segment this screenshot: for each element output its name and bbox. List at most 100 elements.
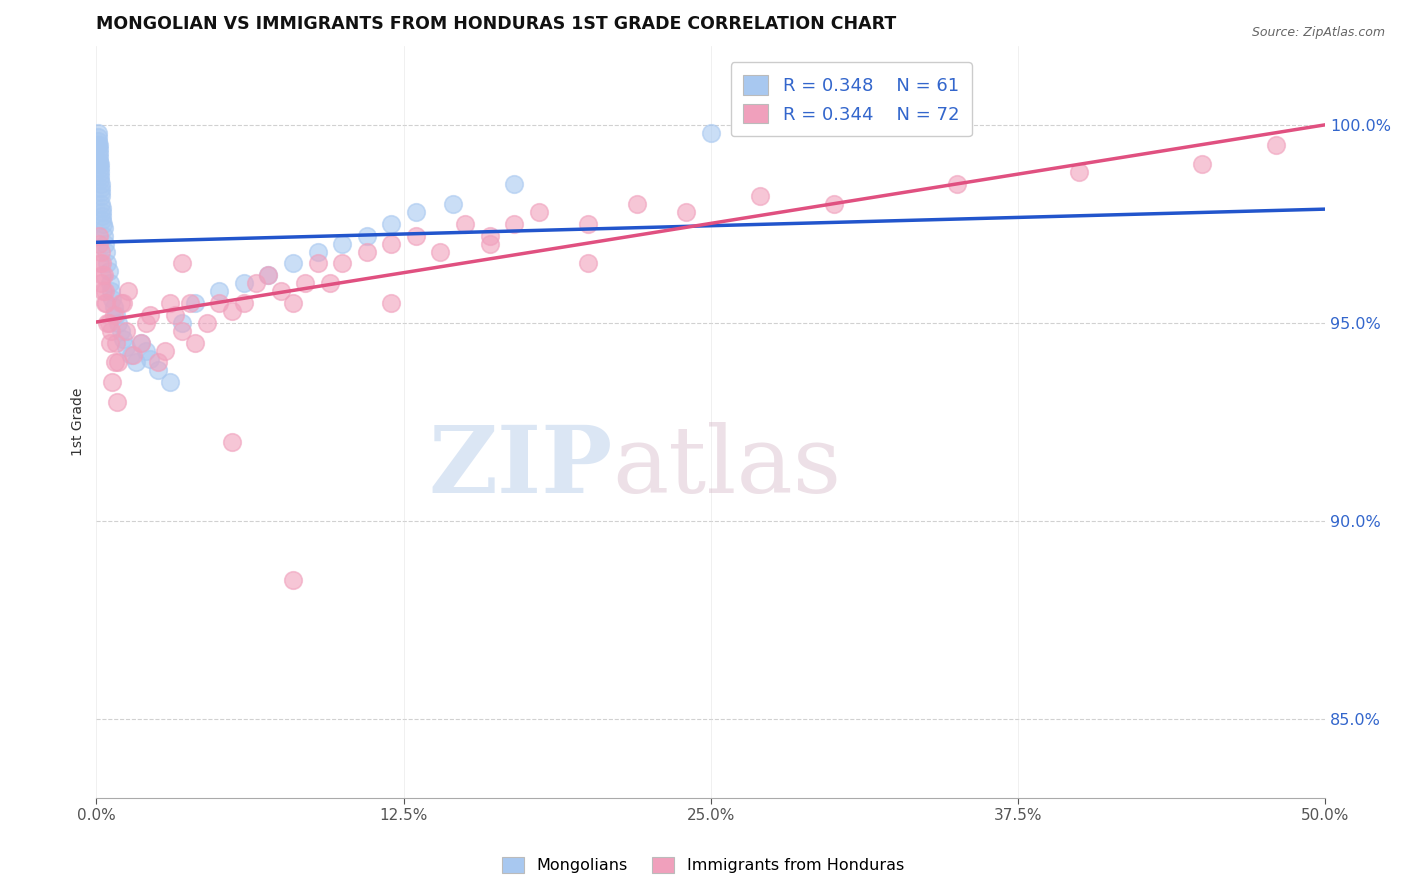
Point <box>112 296 135 310</box>
Point <box>281 296 304 310</box>
Point <box>281 574 304 588</box>
Point <box>294 277 316 291</box>
Point <box>626 197 648 211</box>
Point <box>105 335 128 350</box>
Point <box>112 332 135 346</box>
Point <box>93 228 115 243</box>
Text: atlas: atlas <box>613 422 842 512</box>
Point <box>96 244 118 259</box>
Point <box>823 197 845 211</box>
Text: Source: ZipAtlas.com: Source: ZipAtlas.com <box>1251 26 1385 39</box>
Point <box>90 277 112 291</box>
Point <box>675 205 697 219</box>
Point <box>103 300 125 314</box>
Point <box>104 355 127 369</box>
Point <box>101 376 124 390</box>
Point <box>153 343 176 358</box>
Point <box>208 296 231 310</box>
Point <box>356 244 378 259</box>
Point <box>91 256 114 270</box>
Point <box>91 217 114 231</box>
Point <box>89 178 111 192</box>
Point <box>454 217 477 231</box>
Point <box>576 217 599 231</box>
Point <box>245 277 267 291</box>
Point <box>429 244 451 259</box>
Point <box>98 335 121 350</box>
Point <box>120 347 142 361</box>
Point <box>117 284 139 298</box>
Point <box>183 296 205 310</box>
Point <box>129 335 152 350</box>
Point <box>179 296 201 310</box>
Point <box>89 157 111 171</box>
Point <box>107 355 129 369</box>
Point <box>356 228 378 243</box>
Point <box>89 157 111 171</box>
Point <box>159 296 181 310</box>
Point <box>87 137 110 152</box>
Point <box>270 284 292 298</box>
Point <box>96 316 118 330</box>
Point <box>139 308 162 322</box>
Point <box>380 236 402 251</box>
Point <box>208 284 231 298</box>
Point <box>97 316 120 330</box>
Point <box>96 256 118 270</box>
Point <box>90 181 112 195</box>
Point <box>91 213 114 227</box>
Point <box>94 296 117 310</box>
Point <box>86 126 108 140</box>
Point <box>93 268 115 283</box>
Point <box>107 316 129 330</box>
Point <box>90 189 112 203</box>
Point <box>146 355 169 369</box>
Point <box>380 296 402 310</box>
Point <box>146 363 169 377</box>
Y-axis label: 1st Grade: 1st Grade <box>72 388 86 456</box>
Point <box>90 268 112 283</box>
Point <box>100 284 122 298</box>
Point <box>87 137 110 152</box>
Point <box>93 220 115 235</box>
Point <box>1069 165 1091 179</box>
Point <box>91 284 114 298</box>
Point <box>90 205 112 219</box>
Point <box>87 129 110 144</box>
Point <box>89 165 111 179</box>
Point <box>319 277 342 291</box>
Point <box>232 277 254 291</box>
Point <box>87 145 110 160</box>
Point <box>110 296 132 310</box>
Legend: R = 0.348    N = 61, R = 0.344    N = 72: R = 0.348 N = 61, R = 0.344 N = 72 <box>731 62 972 136</box>
Point <box>87 236 110 251</box>
Point <box>172 324 194 338</box>
Point <box>503 178 526 192</box>
Point <box>134 343 156 358</box>
Point <box>89 153 111 168</box>
Point <box>110 324 132 338</box>
Point <box>330 256 353 270</box>
Point <box>89 161 111 176</box>
Point <box>122 347 145 361</box>
Point <box>100 324 122 338</box>
Point <box>129 335 152 350</box>
Point <box>101 292 124 306</box>
Point <box>91 209 114 223</box>
Point <box>159 376 181 390</box>
Point <box>700 126 723 140</box>
Point <box>576 256 599 270</box>
Point <box>307 244 329 259</box>
Point <box>405 205 427 219</box>
Point <box>89 169 111 184</box>
Point <box>172 316 194 330</box>
Point <box>183 335 205 350</box>
Point <box>748 189 770 203</box>
Point <box>257 268 280 283</box>
Point <box>90 197 112 211</box>
Point <box>172 256 194 270</box>
Point <box>134 316 156 330</box>
Point <box>478 228 501 243</box>
Point <box>87 150 110 164</box>
Point <box>1265 137 1288 152</box>
